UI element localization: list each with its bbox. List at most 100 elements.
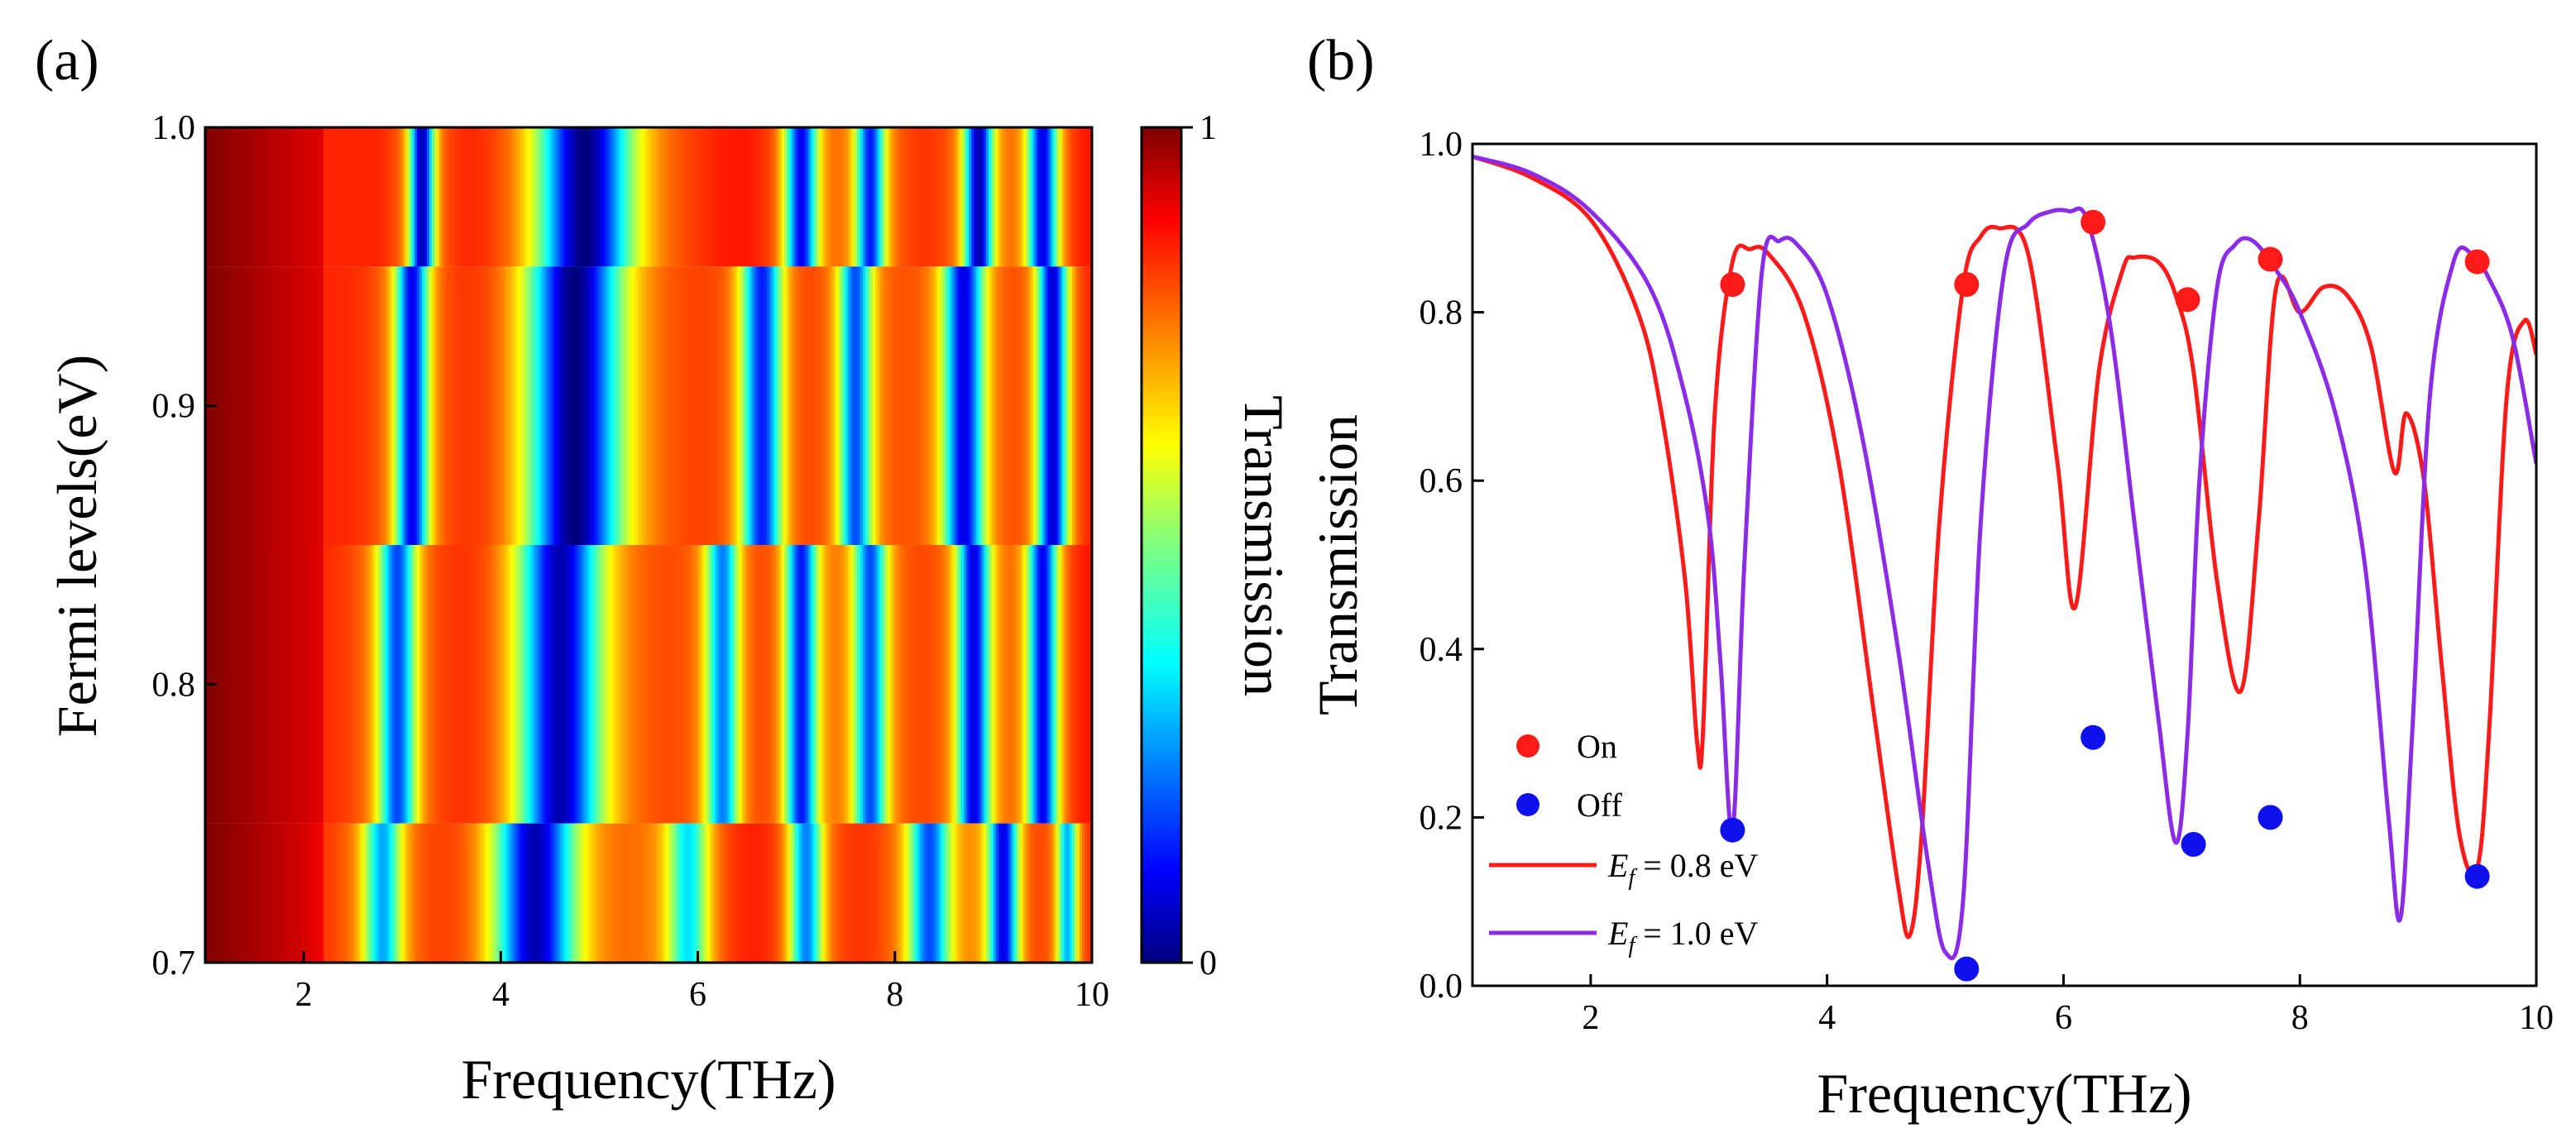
heatmap-cell [863,545,866,824]
heatmap-cell [874,823,879,963]
heatmap-cell [845,545,849,824]
heatmap-cell [979,545,982,824]
heatmap-cell [510,823,514,963]
heatmap-cell [320,127,324,267]
heatmap-cell [523,266,526,545]
heatmap-cell [239,266,243,545]
heatmap-cell [737,127,740,267]
heatmap-cell [833,127,836,267]
heatmap-cell [840,545,844,824]
heatmap-cell [1047,127,1051,267]
heatmap-cell [624,127,627,267]
heatmap-cell [466,127,470,267]
heatmap-cell [1065,127,1068,267]
heatmap-cell [912,127,916,267]
heatmap-cell [695,127,699,267]
heatmap-cell [665,823,669,963]
heatmap-cell [692,545,697,824]
heatmap-cell [523,127,526,267]
heatmap-cell [207,823,211,963]
heatmap-cell [407,823,410,963]
heatmap-cell [663,545,667,824]
heatmap-cell [1065,545,1068,824]
heatmap-cell [685,545,689,824]
heatmap-cell [572,266,576,545]
panel-a: (a) 2 4 6 8 10 0.70.80.91.0 Frequency(THz) F… [35,29,1295,1111]
heatmap-cell [269,127,272,267]
y-tick-label: 0.6 [1420,462,1463,500]
heatmap-cell [296,545,299,824]
heatmap-cell [229,127,233,267]
marker-off [1954,956,1980,982]
heatmap-cell [1035,266,1039,545]
heatmap-cell [870,545,874,824]
heatmap-cell [889,266,893,545]
heatmap-cell [500,545,504,824]
heatmap-cell [1040,266,1044,545]
heatmap-cell [1042,545,1046,824]
heatmap-cell [355,545,359,824]
heatmap-cell [644,545,647,824]
heatmap-cell [641,266,644,545]
heatmap-cell [244,266,248,545]
heatmap-cell [596,545,601,824]
heatmap-cell [1008,127,1012,267]
heatmap-cell [397,545,400,824]
heatmap-cell [539,127,543,267]
colorbar-tick-label: 1 [1199,109,1217,147]
heatmap-cell [621,266,625,545]
heatmap-cell [340,823,344,963]
heatmap-cell [352,545,357,824]
heatmap-cell [306,127,309,267]
heatmap-cell [224,545,228,824]
heatmap-cell [544,545,548,824]
heatmap-cell [771,266,775,545]
heatmap-cell [722,545,725,824]
heatmap-cell [254,823,258,963]
heatmap-cell [340,127,344,267]
heatmap-cell [219,823,223,963]
heatmap-cell [244,823,248,963]
heatmap-cell [979,266,982,545]
heatmap-cell [552,266,556,545]
heatmap-cell [995,823,999,963]
heatmap-cell [614,127,617,267]
heatmap-cell [879,266,883,545]
heatmap-cell [685,266,689,545]
heatmap-cell [525,127,529,267]
heatmap-cell [732,545,735,824]
heatmap-cell [538,823,541,963]
heatmap-cell [350,545,354,824]
heatmap-cell [372,127,376,267]
heatmap-cell [969,127,972,267]
heatmap-cell [793,545,797,824]
heatmap-cell [431,823,435,963]
heatmap-cell [621,823,625,963]
marker-on [2258,246,2283,272]
heatmap-cell [209,127,213,267]
heatmap-cell [503,823,506,963]
heatmap-cell [821,127,825,267]
heatmap-cell [274,823,277,963]
heatmap-cell [582,545,586,824]
heatmap-cell [725,823,728,963]
heatmap-cell [926,823,931,963]
heatmap-cell [584,823,588,963]
heatmap-cell [860,823,864,963]
heatmap-cell [513,127,516,267]
heatmap-cell [845,266,849,545]
heatmap-cell [808,823,812,963]
heatmap-cell [380,823,383,963]
heatmap-cell [899,127,903,267]
heatmap-cell [461,545,465,824]
heatmap-cell [345,127,349,267]
heatmap-cell [634,127,637,267]
heatmap-cell [951,545,955,824]
heatmap-cell [1030,545,1034,824]
heatmap-cell [342,823,347,963]
heatmap-cell [594,823,598,963]
heatmap-cell [362,545,366,824]
heatmap-cell [855,823,859,963]
heatmap-cell [740,266,743,545]
heatmap-cell [707,266,711,545]
